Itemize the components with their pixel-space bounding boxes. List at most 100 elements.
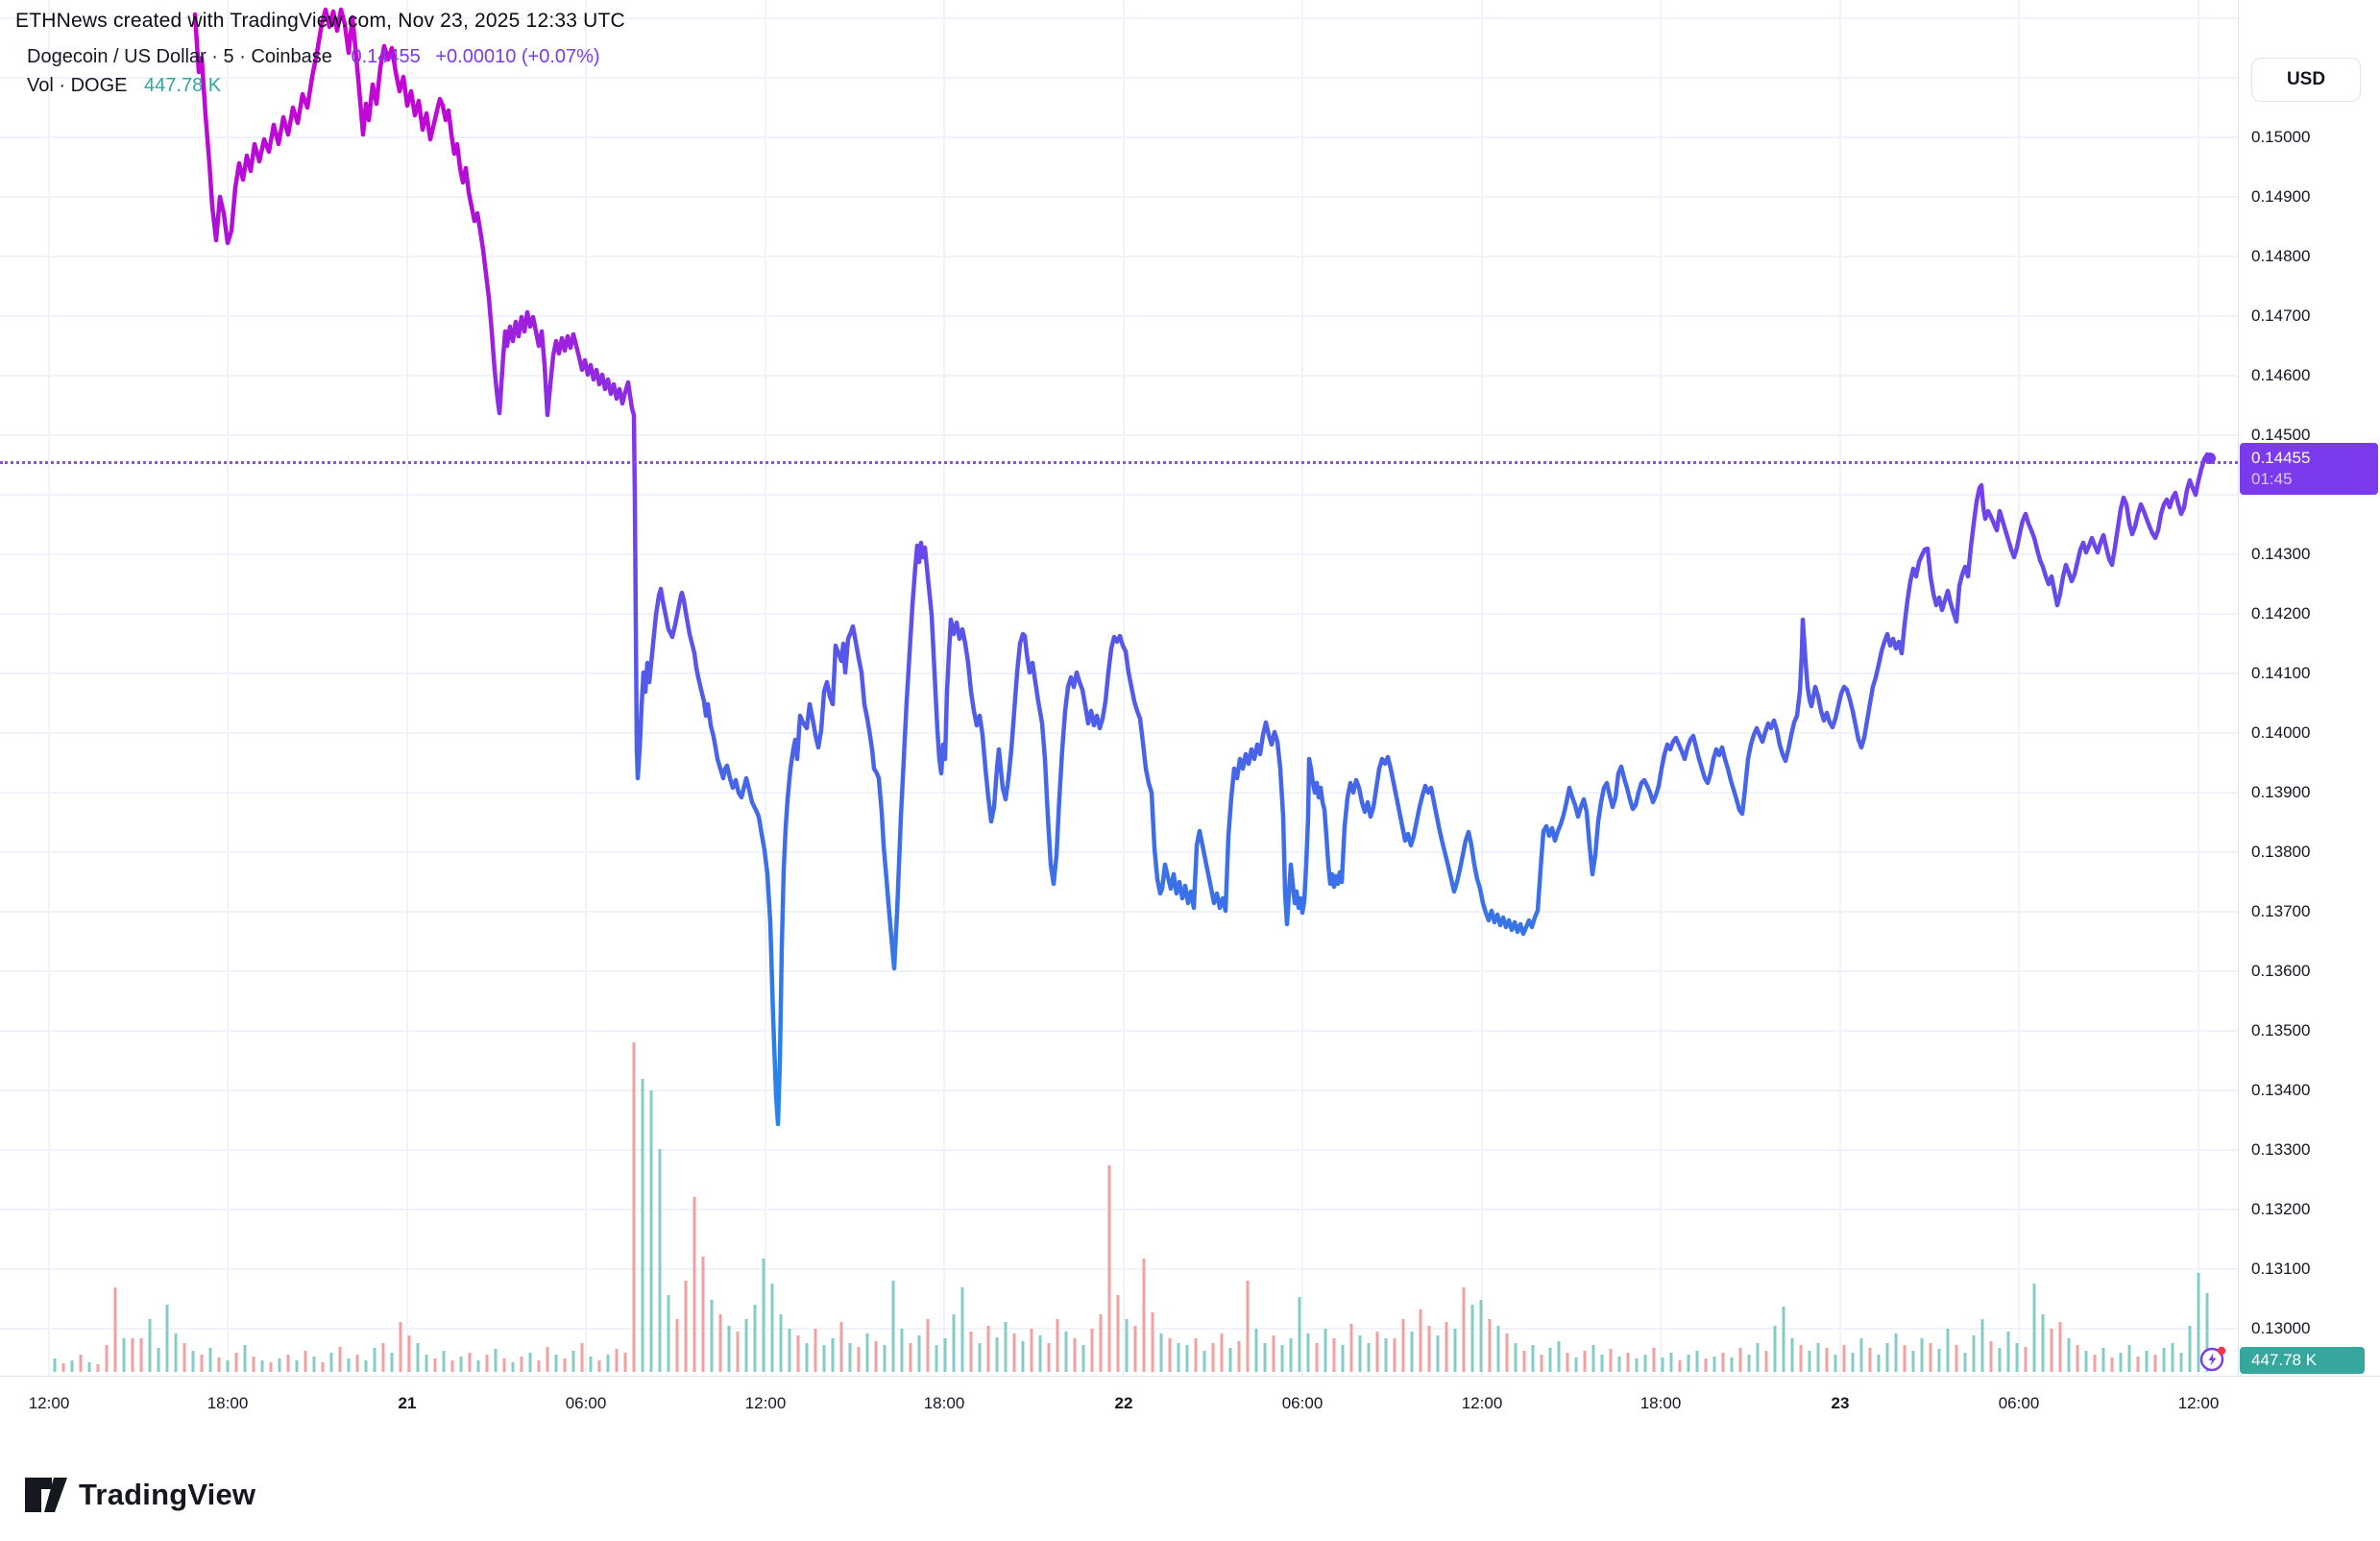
volume-bar-down [1721,1353,1725,1372]
currency-toggle-button[interactable]: USD [2251,58,2361,102]
volume-bar-up [805,1343,809,1372]
volume-bar-down [286,1355,290,1372]
volume-bar-up [1341,1345,1345,1372]
volume-bar-up [1202,1351,1206,1372]
notification-dot [2217,1346,2226,1356]
price-tick-label: 0.13400 [2251,1081,2311,1099]
volume-bar-down [701,1257,705,1372]
volume-bar-up [329,1353,333,1372]
tradingview-logo[interactable]: TradingView [25,1478,255,1512]
volume-bar-down [1704,1358,1708,1372]
volume-bar-up [1531,1345,1535,1372]
volume-bar-up [606,1355,610,1372]
symbol-title[interactable]: Dogecoin / US Dollar · 5 · Coinbase [27,46,332,67]
price-tick-label: 0.14300 [2251,545,2311,563]
volume-bar-down [2024,1347,2028,1372]
volume-bar-down [684,1281,688,1372]
volume-bar-up [1177,1343,1180,1372]
volume-bar-up [822,1345,826,1372]
volume-bar-up [459,1357,463,1372]
volume-bar-down [139,1338,143,1372]
volume-bar-down [355,1355,359,1372]
volume-bar-up [554,1355,558,1372]
volume-bar-down [1505,1333,1509,1372]
volume-bar-up [1479,1300,1483,1372]
volume-bar-down [1056,1319,1059,1372]
volume-bar-up [494,1349,498,1372]
volume-bar-up [960,1287,964,1372]
volume-bar-up [425,1355,428,1372]
volume-bar-up [1514,1343,1518,1372]
tradingview-wordmark: TradingView [79,1478,256,1511]
volume-bar-down [1427,1326,1431,1372]
volume-bar-up [1125,1319,1129,1372]
volume-bar-down [546,1347,549,1372]
price-tick-label: 0.13700 [2251,902,2311,920]
volume-bar-down [433,1358,437,1372]
volume-bar-down [2050,1329,2053,1372]
volume-bar-up [1600,1355,1604,1372]
volume-bar-up [1894,1333,1898,1372]
volume-bar-down [1133,1326,1137,1372]
time-tick-label: 06:00 [1281,1394,1324,1412]
volume-bar-down [675,1319,679,1372]
volume-bar-up [788,1329,791,1372]
time-axis[interactable]: 12:00 18:00 21 06:00 12:00 18:00 22 06:00 12:00 1… [0,1376,2380,1432]
volume-bar-down [1090,1329,1094,1372]
volume-bar-up [1859,1338,1863,1372]
price-tick-label: 0.13200 [2251,1200,2311,1218]
volume-bar-down [1246,1281,1250,1372]
volume-bar-up [2084,1351,2088,1372]
legend-volume-row: Vol · DOGE 447.78 K [27,71,600,100]
volume-bar-up [1574,1358,1578,1372]
volume-bar-down [502,1358,506,1372]
volume-bar-up [1617,1357,1621,1372]
price-tick-label: 0.13500 [2251,1021,2311,1040]
volume-bar-down [632,1042,636,1372]
volume-bar-up [1885,1343,1889,1372]
volume-bar-down [1419,1309,1422,1372]
volume-bar-down [597,1360,601,1372]
volume-bar-up [1808,1351,1811,1372]
volume-bar-up [1280,1345,1284,1372]
volume-bar-up [935,1345,938,1372]
volume-bar-up [1816,1343,1820,1372]
time-tick-label: 06:00 [1998,1394,2040,1412]
volume-bar-up [571,1351,575,1372]
volume-bar-up [1557,1341,1561,1372]
indicator-marker-icon[interactable] [2199,1345,2226,1372]
volume-bar-up [174,1333,178,1372]
volume-bar-up [2179,1353,2183,1372]
volume-bar-up [53,1358,57,1372]
volume-bar-up [1159,1333,1163,1372]
volume-bar-down [1401,1319,1405,1372]
volume-bar-up [1635,1358,1639,1372]
volume-bar-up [744,1319,748,1372]
price-tick-label: 0.13600 [2251,962,2311,980]
volume-bar-down [1047,1343,1051,1372]
volume-bar-up [1790,1338,1794,1372]
volume-bar-down [321,1362,325,1372]
volume-bar-down [1540,1355,1543,1372]
volume-bar-down [1903,1345,1906,1372]
volume-bar-down [96,1364,100,1372]
volume-bar-down [814,1329,817,1372]
volume-bar-down [1462,1287,1466,1372]
volume-bar-down [1989,1341,1993,1372]
volume-bar-up [2162,1348,2166,1372]
last-price-badge-value: 0.14455 [2251,449,2311,467]
volume-bar-down [874,1341,878,1372]
volume-bar-down [1142,1259,1146,1372]
price-axis[interactable]: USD 0.15000 0.14900 0.14800 0.14700 0.14600 0… [2238,0,2380,1376]
volume-bar-down [399,1322,402,1372]
chart-plot-area[interactable] [0,0,2238,1376]
volume-label[interactable]: Vol · DOGE [27,75,128,96]
volume-bar-down [1566,1353,1569,1372]
volume-bar-up [1548,1348,1552,1372]
volume-bar-down [563,1358,567,1372]
symbol-legend[interactable]: Dogecoin / US Dollar · 5 · Coinbase 0.14… [27,42,600,100]
volume-badge: 447.78 K [2240,1347,2365,1374]
volume-bar-up [1185,1345,1189,1372]
volume-bar-down [1168,1338,1172,1372]
volume-bar-down [234,1353,238,1372]
